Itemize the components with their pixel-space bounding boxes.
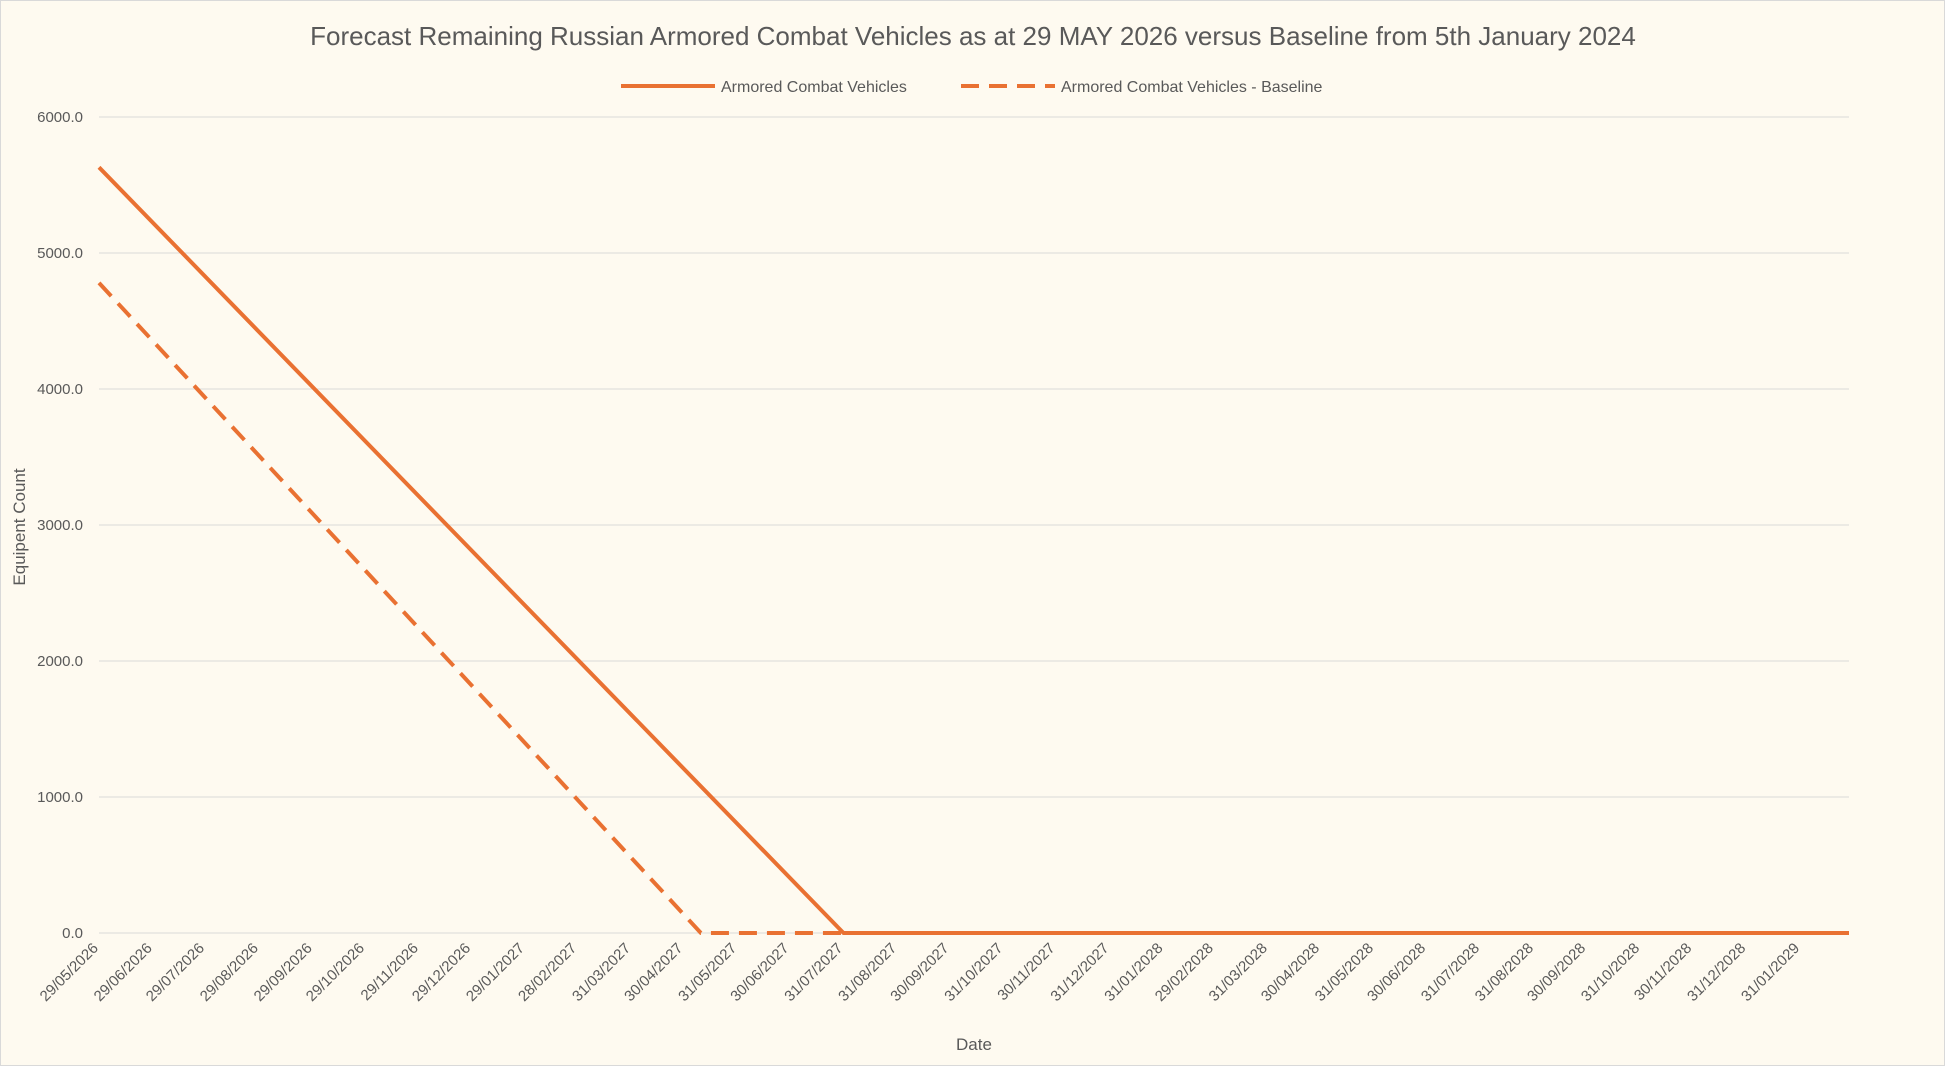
y-tick-label: 2000.0	[37, 653, 83, 670]
series-line-main	[97, 165, 1849, 935]
series-lines	[97, 165, 1849, 935]
y-tick-label: 3000.0	[37, 517, 83, 534]
gridlines	[99, 116, 1849, 934]
y-axis-ticks: 0.0 1000.0 2000.0 3000.0 4000.0 5000.0 6000.0	[37, 109, 83, 942]
x-axis-title: Date	[956, 1035, 992, 1054]
legend-label: Armored Combat Vehicles - Baseline	[1061, 79, 1323, 96]
legend: Armored Combat Vehicles Armored Combat Ve…	[621, 79, 1323, 96]
y-tick-label: 5000.0	[37, 245, 83, 262]
x-axis-ticks: 29/05/202629/06/202629/07/202629/08/2026…	[37, 940, 1803, 1005]
y-tick-label: 6000.0	[37, 109, 83, 126]
legend-label: Armored Combat Vehicles	[721, 79, 907, 96]
y-tick-label: 0.0	[62, 925, 83, 942]
y-tick-label: 1000.0	[37, 789, 83, 806]
x-tick-label: 31/01/2029	[1738, 940, 1803, 1005]
chart-title: Forecast Remaining Russian Armored Comba…	[310, 21, 1636, 51]
series-line-baseline	[97, 281, 844, 935]
y-tick-label: 4000.0	[37, 381, 83, 398]
y-axis-title: Equipent Count	[10, 468, 29, 585]
